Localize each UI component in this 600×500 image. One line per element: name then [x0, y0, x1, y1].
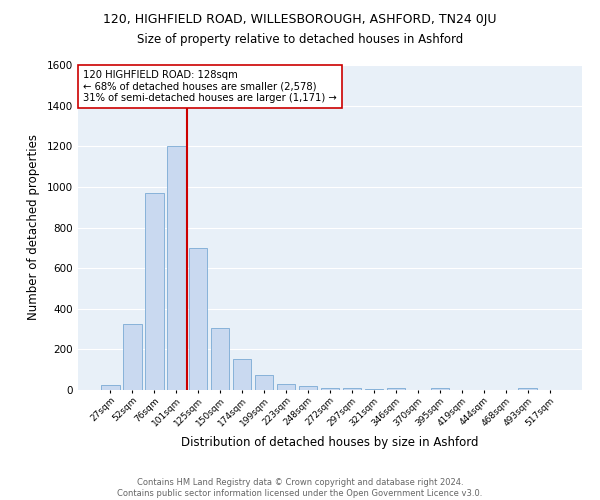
Bar	[211, 328, 229, 390]
Bar	[343, 388, 361, 390]
Bar	[277, 384, 295, 390]
Bar	[167, 146, 185, 390]
Bar	[299, 386, 317, 390]
Bar	[123, 324, 142, 390]
Bar	[145, 193, 164, 390]
Text: Contains HM Land Registry data © Crown copyright and database right 2024.
Contai: Contains HM Land Registry data © Crown c…	[118, 478, 482, 498]
Bar	[518, 388, 537, 390]
X-axis label: Distribution of detached houses by size in Ashford: Distribution of detached houses by size …	[181, 436, 479, 449]
Text: 120 HIGHFIELD ROAD: 128sqm
← 68% of detached houses are smaller (2,578)
31% of s: 120 HIGHFIELD ROAD: 128sqm ← 68% of deta…	[83, 70, 337, 103]
Bar	[431, 388, 449, 390]
Bar	[320, 388, 340, 390]
Bar	[386, 388, 405, 390]
Bar	[233, 358, 251, 390]
Bar	[101, 385, 119, 390]
Bar	[189, 248, 208, 390]
Text: Size of property relative to detached houses in Ashford: Size of property relative to detached ho…	[137, 32, 463, 46]
Bar	[365, 389, 383, 390]
Bar	[255, 375, 274, 390]
Text: 120, HIGHFIELD ROAD, WILLESBOROUGH, ASHFORD, TN24 0JU: 120, HIGHFIELD ROAD, WILLESBOROUGH, ASHF…	[103, 12, 497, 26]
Y-axis label: Number of detached properties: Number of detached properties	[27, 134, 40, 320]
